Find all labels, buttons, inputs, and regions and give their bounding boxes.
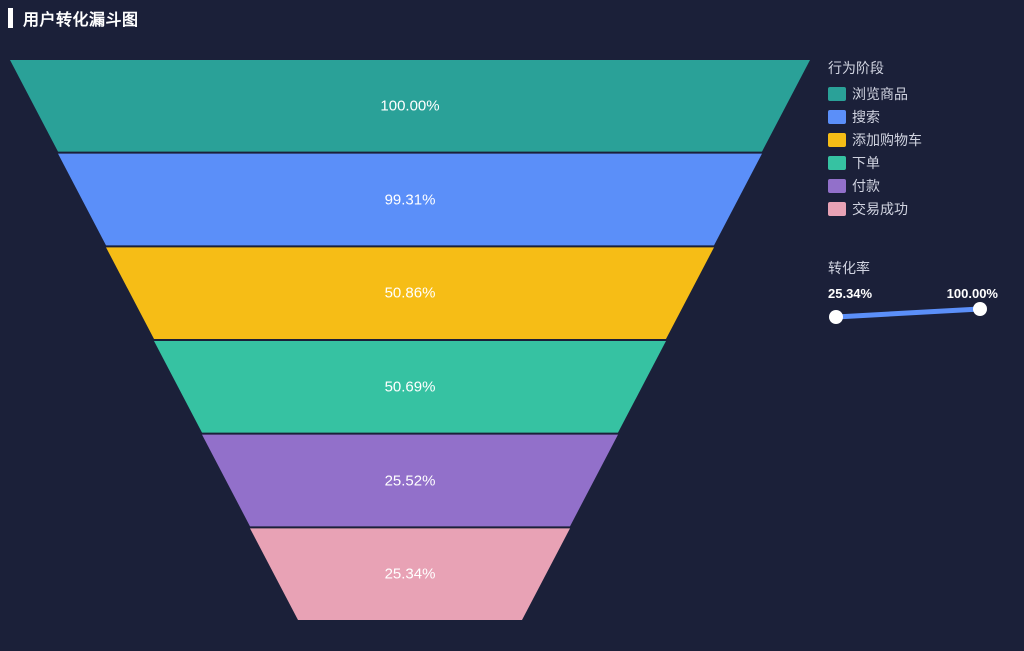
chart-title: 用户转化漏斗图: [23, 6, 139, 30]
legend: 行为阶段 浏览商品搜索添加购物车下单付款交易成功: [828, 58, 1008, 222]
legend-swatch: [828, 179, 846, 193]
funnel-segment[interactable]: [10, 60, 810, 152]
legend-title: 行为阶段: [828, 58, 1008, 78]
slider-min-label: 25.34%: [828, 286, 872, 301]
legend-item[interactable]: 付款: [828, 176, 1008, 196]
legend-label: 添加购物车: [852, 130, 922, 150]
slider-handle-max[interactable]: [973, 302, 987, 316]
funnel-segment[interactable]: [58, 154, 762, 246]
legend-swatch: [828, 87, 846, 101]
funnel-segment[interactable]: [202, 435, 618, 527]
legend-item[interactable]: 浏览商品: [828, 84, 1008, 104]
title-bar: 用户转化漏斗图: [8, 6, 139, 30]
slider-fill: [836, 309, 980, 317]
slider-handle-min[interactable]: [829, 310, 843, 324]
title-marker: [8, 8, 13, 28]
funnel-segment[interactable]: [250, 528, 570, 620]
legend-item[interactable]: 添加购物车: [828, 130, 1008, 150]
legend-item[interactable]: 搜索: [828, 107, 1008, 127]
legend-item[interactable]: 下单: [828, 153, 1008, 173]
legend-label: 搜索: [852, 107, 880, 127]
funnel-segment[interactable]: [106, 247, 714, 339]
legend-label: 交易成功: [852, 199, 908, 219]
slider-track[interactable]: [828, 305, 988, 321]
slider-max-label: 100.00%: [947, 286, 998, 301]
legend-item[interactable]: 交易成功: [828, 199, 1008, 219]
legend-label: 付款: [852, 176, 880, 196]
funnel-segment[interactable]: [154, 341, 666, 433]
legend-label: 下单: [852, 153, 880, 173]
range-slider[interactable]: 转化率 25.34% 100.00%: [828, 258, 998, 321]
legend-swatch: [828, 133, 846, 147]
legend-swatch: [828, 156, 846, 170]
funnel-chart: 用户转化漏斗图 100.00%99.31%50.86%50.69%25.52%2…: [0, 0, 1024, 651]
legend-label: 浏览商品: [852, 84, 908, 104]
slider-title: 转化率: [828, 258, 998, 278]
funnel-plot: [10, 60, 810, 620]
legend-swatch: [828, 202, 846, 216]
legend-swatch: [828, 110, 846, 124]
